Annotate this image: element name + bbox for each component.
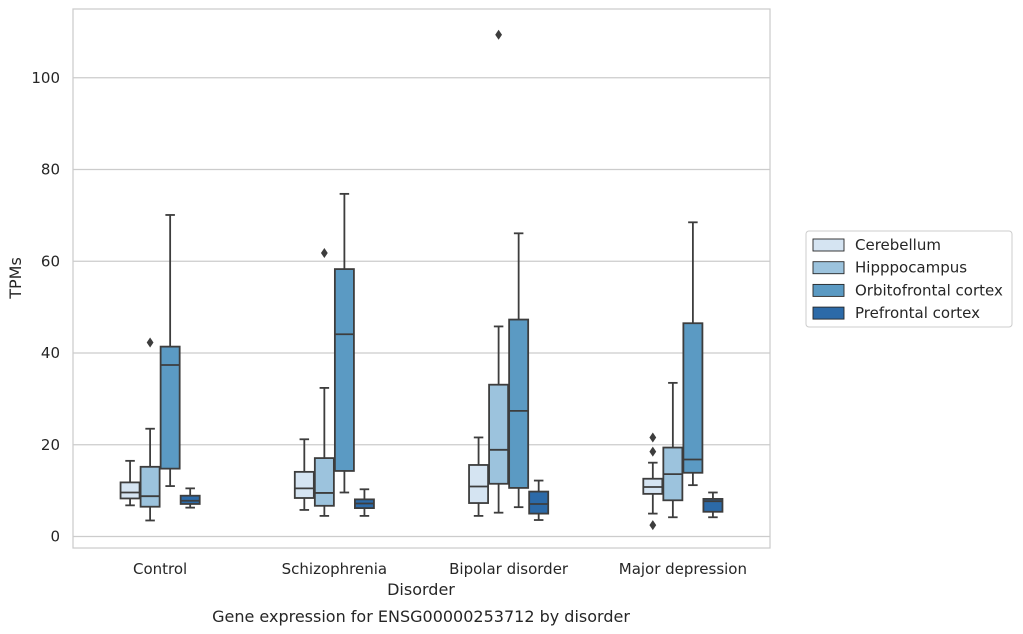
- box-body-orbitofrontal-cortex-control: [159, 345, 181, 470]
- box-body-orbitofrontal-cortex-major-depression: [682, 322, 704, 474]
- legend-swatch-prefrontal-cortex: [812, 306, 845, 320]
- box-cerebellum-control: [119, 459, 141, 507]
- box-groups: [119, 29, 724, 531]
- x-axis-label: Disorder: [387, 580, 455, 599]
- y-tick-label-100: 100: [31, 69, 60, 87]
- box-orbitofrontal-cortex-bipolar-disorder: [508, 232, 530, 509]
- x-tick-label-control: Control: [133, 560, 187, 578]
- legend: Cerebellum Hipppocampus Orbitofrontal cort…: [805, 230, 1013, 328]
- outlier-cerebellum-major-depression-1: [649, 446, 657, 457]
- legend-swatch-hipppocampus: [812, 261, 845, 275]
- outlier-cerebellum-major-depression-2: [649, 432, 657, 443]
- box-cerebellum-schizophrenia: [293, 438, 315, 511]
- y-tick-label-0: 0: [50, 528, 60, 546]
- box-body-cerebellum-control: [119, 481, 141, 500]
- outlier-cerebellum-major-depression-0: [649, 520, 657, 531]
- legend-label-cerebellum: Cerebellum: [855, 236, 941, 254]
- legend-label-prefrontal-cortex: Prefrontal cortex: [855, 304, 980, 322]
- box-body-orbitofrontal-cortex-bipolar-disorder: [508, 318, 530, 489]
- y-tick-label-80: 80: [41, 161, 60, 179]
- y-tick-label-60: 60: [41, 252, 60, 270]
- x-tick-labels: Control Schizophrenia Bipolar disorder Majo…: [133, 560, 747, 578]
- x-tick-label-major-depression: Major depression: [619, 560, 747, 578]
- x-tick-label-bipolar-disorder: Bipolar disorder: [449, 560, 569, 578]
- box-body-hipppocampus-schizophrenia: [313, 457, 335, 507]
- box-body-cerebellum-bipolar-disorder: [468, 464, 489, 504]
- legend-frame: [805, 230, 1013, 328]
- y-tick-label-20: 20: [41, 436, 60, 454]
- x-tick-label-schizophrenia: Schizophrenia: [282, 560, 387, 578]
- legend-label-hipppocampus: Hipppocampus: [855, 259, 967, 277]
- box-body-prefrontal-cortex-major-depression: [702, 498, 724, 513]
- box-body-hipppocampus-control: [139, 465, 161, 508]
- box-orbitofrontal-cortex-major-depression: [682, 221, 704, 487]
- figure-caption: Gene expression for ENSG00000253712 by d…: [212, 607, 630, 626]
- box-body-prefrontal-cortex-control: [179, 494, 201, 505]
- y-axis-label: TPMs: [6, 257, 25, 300]
- box-prefrontal-cortex-bipolar-disorder: [528, 479, 550, 521]
- box-hipppocampus-schizophrenia: [313, 248, 335, 517]
- gridlines: [73, 77, 770, 538]
- box-body-cerebellum-schizophrenia: [293, 470, 315, 499]
- y-tick-label-40: 40: [41, 344, 60, 362]
- box-hipppocampus-major-depression: [662, 381, 684, 519]
- box-orbitofrontal-cortex-schizophrenia: [333, 192, 355, 494]
- box-hipppocampus-bipolar-disorder: [488, 29, 510, 514]
- plot-area-frame: [72, 8, 771, 549]
- box-prefrontal-cortex-major-depression: [702, 491, 724, 519]
- legend-swatch-cerebellum: [812, 238, 845, 252]
- box-body-prefrontal-cortex-bipolar-disorder: [528, 490, 550, 515]
- y-tick-labels: 0 20 40 60 80 100: [31, 69, 60, 546]
- box-hipppocampus-control: [139, 337, 161, 522]
- outlier-hipppocampus-bipolar-disorder-0: [495, 29, 503, 40]
- box-body-hipppocampus-bipolar-disorder: [488, 383, 510, 485]
- box-prefrontal-cortex-schizophrenia: [354, 488, 375, 517]
- box-orbitofrontal-cortex-control: [159, 214, 181, 487]
- box-body-orbitofrontal-cortex-schizophrenia: [333, 268, 355, 472]
- box-cerebellum-bipolar-disorder: [468, 436, 489, 517]
- box-prefrontal-cortex-control: [179, 487, 201, 509]
- outlier-hipppocampus-schizophrenia-0: [320, 248, 328, 259]
- outlier-hipppocampus-control-0: [146, 337, 154, 348]
- box-cerebellum-major-depression: [642, 432, 664, 531]
- legend-label-orbitofrontal-cortex: Orbitofrontal cortex: [855, 281, 1003, 299]
- legend-swatch-orbitofrontal-cortex: [812, 283, 845, 297]
